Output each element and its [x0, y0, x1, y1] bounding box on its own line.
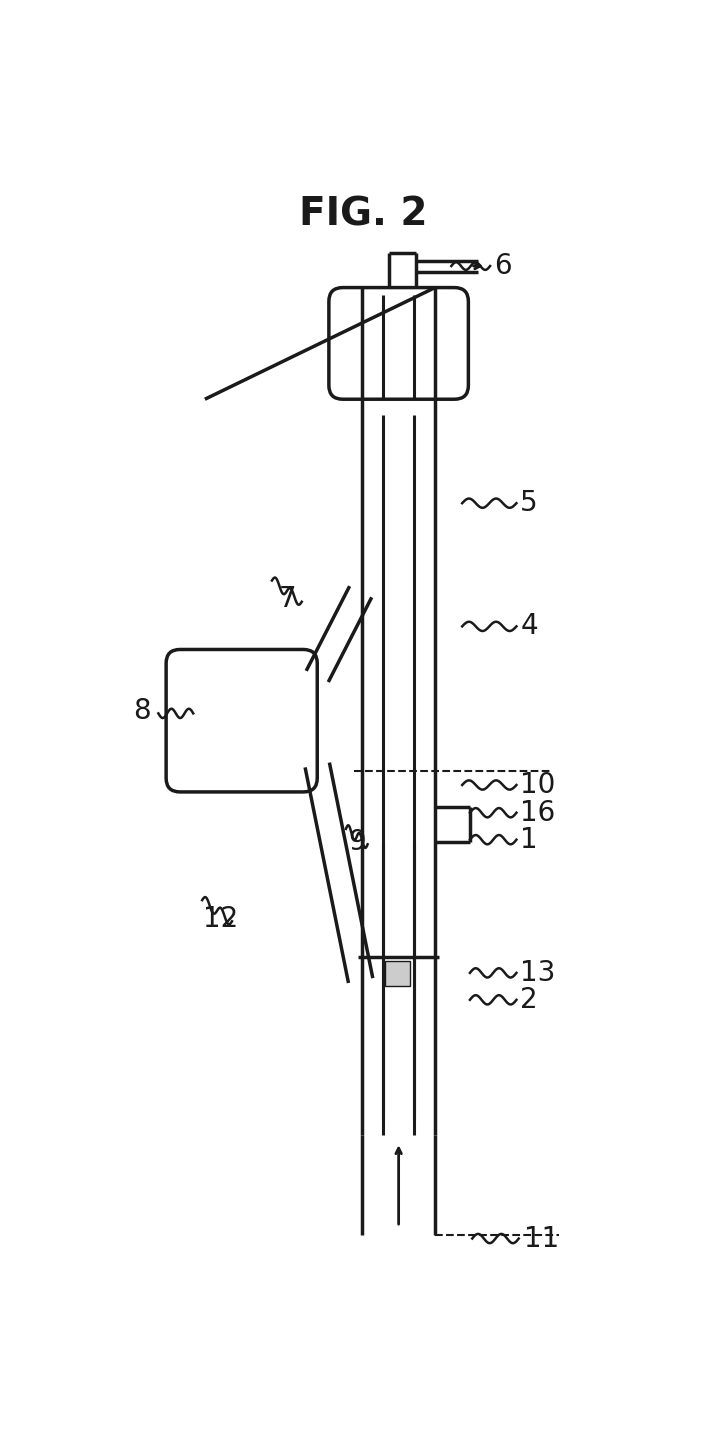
Text: 6: 6 [494, 252, 512, 280]
Text: 11: 11 [524, 1225, 559, 1252]
Text: 16: 16 [520, 799, 556, 827]
Text: 12: 12 [203, 905, 238, 934]
Text: 4: 4 [520, 612, 538, 641]
Text: 13: 13 [520, 959, 556, 987]
Bar [386, 961, 411, 987]
Text: 2: 2 [520, 985, 538, 1014]
Text: 5: 5 [520, 489, 538, 518]
Text: 9: 9 [348, 827, 366, 856]
Text: 1: 1 [520, 826, 538, 853]
Text: FIG. 2: FIG. 2 [298, 195, 428, 234]
FancyBboxPatch shape [329, 288, 469, 399]
Text: 7: 7 [279, 585, 296, 614]
Text: 8: 8 [133, 697, 151, 726]
FancyBboxPatch shape [166, 650, 317, 792]
Text: 10: 10 [520, 771, 556, 799]
